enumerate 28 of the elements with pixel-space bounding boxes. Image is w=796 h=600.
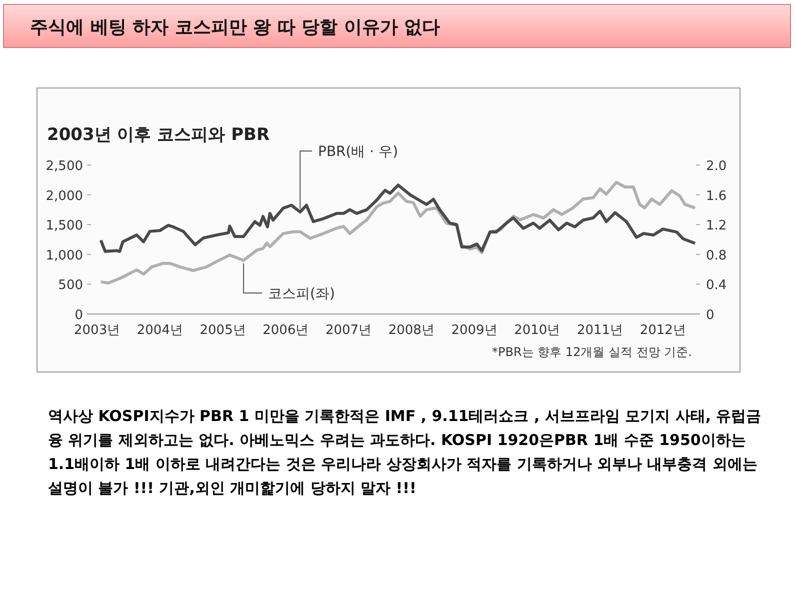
x-tick-label: 2007년 bbox=[326, 323, 372, 338]
y-tick-label: 2,000 bbox=[46, 188, 83, 204]
y-tick-label: 0 bbox=[74, 308, 83, 323]
x-tick-label: 2008년 bbox=[388, 323, 434, 338]
y-tick-label: 2,500 bbox=[46, 159, 83, 174]
y2-tick-label: 1.2 bbox=[706, 218, 727, 234]
series-label: PBR(배 · 우) bbox=[318, 144, 398, 160]
y2-tick-label: 0 bbox=[706, 308, 714, 323]
x-tick-label: 2006년 bbox=[262, 323, 309, 338]
y2-tick-label: 1.6 bbox=[706, 188, 727, 204]
chart-subtitle: 2003년 이후 코스피와 PBR bbox=[47, 125, 270, 145]
x-tick-label: 2004년 bbox=[136, 323, 183, 338]
y-tick-label: 1,000 bbox=[46, 248, 83, 264]
x-tick-label: 2003년 bbox=[74, 323, 120, 338]
x-tick-label: 2011년 bbox=[576, 323, 624, 338]
x-tick-label: 2010년 bbox=[514, 323, 560, 338]
x-tick-label: 2009년 bbox=[451, 323, 498, 338]
y-tick-label: 500 bbox=[58, 278, 83, 294]
text: *PBR는 향후 12개월 실적 전망 기준. bbox=[492, 345, 692, 359]
x-tick-label: 2005년 bbox=[200, 323, 246, 338]
chart-title: 주식에 베팅 하자 코스피만 왕 따 당할 이유가 없다 bbox=[30, 16, 440, 39]
y2-tick-label: 0.4 bbox=[706, 278, 727, 294]
text: 역사상 KOSPI지수가 PBR 1 미만을 기록한적은 IMF , 9.11테러쇼크 , 서브프라임 모기지 사태, 유럽금융 위기를 제외하고는 없다. 아베노믹스 우려는 과도하다. KOSPI 1920은PBR 1배 수준 1950이하는 1.1배이하 1배 이하로 내려간다는 것은 우리나라 상장회사가 적자를 기록하거나 외부나 내부충격 외에는 설명이 불가 !!! 기관,외인 개미핥기에 당하지 말자 !!! bbox=[48, 406, 762, 499]
y-tick-label: 1,500 bbox=[46, 218, 83, 234]
y2-tick-label: 2.0 bbox=[706, 159, 727, 174]
x-tick-label: 2012년 bbox=[640, 323, 686, 338]
text: 코스피(좌) bbox=[268, 286, 335, 302]
y2-tick-label: 0.8 bbox=[706, 248, 727, 264]
